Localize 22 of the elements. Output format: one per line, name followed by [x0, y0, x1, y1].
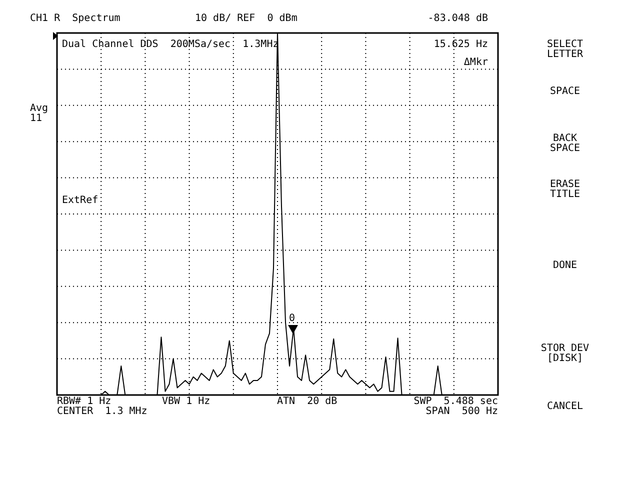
annotation: Dual Channel DDS 200MSa/sec 1.3MHz	[62, 39, 279, 50]
annotation: 0	[289, 313, 296, 324]
text: SPACE	[548, 86, 582, 97]
text: ERASE TITLE	[548, 179, 582, 200]
text: ATN 20 dB	[277, 396, 338, 407]
text: -83.048 dB	[428, 13, 488, 24]
text: RBW# 1 Hz	[57, 396, 112, 407]
text: Avg 11	[30, 103, 50, 124]
text: SPAN 500 Hz	[426, 406, 498, 417]
text: SELECT LETTER	[546, 39, 584, 60]
text: CH1 R Spectrum	[30, 13, 120, 24]
annotation: 15.625 Hz	[434, 39, 488, 50]
annotation: ExtRef	[62, 195, 98, 206]
text: CANCEL	[546, 401, 584, 412]
text: DONE	[552, 260, 578, 271]
annotation: ΔMkr	[464, 57, 488, 68]
text: BACK SPACE	[548, 133, 582, 154]
text: VBW 1 Hz	[162, 396, 210, 407]
text: SWP 5.488 sec	[414, 396, 498, 407]
text: 10 dB/ REF 0 dBm	[195, 13, 298, 24]
text: STOR DEV [DISK]	[540, 343, 590, 364]
text: CENTER 1.3 MHz	[57, 406, 148, 417]
